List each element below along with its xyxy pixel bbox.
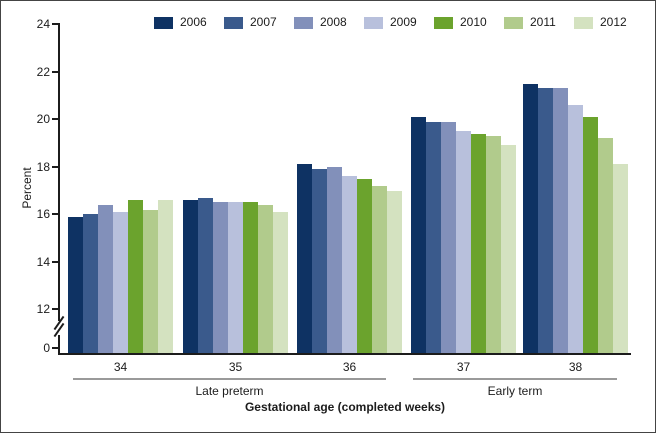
legend-label: 2006 bbox=[180, 15, 207, 29]
y-tick-label-20: 20 bbox=[36, 112, 50, 127]
bar-2008-36 bbox=[327, 166, 342, 353]
y-tick-label-14: 14 bbox=[36, 254, 50, 269]
axis-break-icon bbox=[46, 315, 74, 339]
y-tick-24 bbox=[52, 23, 58, 26]
legend-label: 2011 bbox=[530, 15, 556, 29]
bar-2009-36 bbox=[342, 176, 357, 353]
bar-2006-35 bbox=[183, 200, 198, 353]
bar-2006-36 bbox=[297, 164, 312, 353]
bar-2012-34 bbox=[158, 200, 173, 353]
bar-2011-34 bbox=[143, 209, 158, 353]
y-tick-22 bbox=[52, 70, 58, 73]
y-axis-title: Percent bbox=[20, 167, 34, 209]
y-tick-label-18: 18 bbox=[36, 159, 50, 174]
legend-item-2007: 2007 bbox=[224, 16, 277, 29]
legend-item-2012: 2012 bbox=[574, 16, 627, 29]
group-bracket-line bbox=[413, 378, 617, 380]
bar-2010-35 bbox=[243, 202, 258, 353]
legend-swatch-icon bbox=[154, 16, 173, 29]
bar-2008-34 bbox=[98, 204, 113, 353]
y-tick-label-22: 22 bbox=[36, 64, 50, 79]
legend-item-2011: 2011 bbox=[504, 16, 556, 29]
x-axis-title: Gestational age (completed weeks) bbox=[244, 400, 446, 414]
legend-label: 2007 bbox=[250, 15, 277, 29]
bar-2009-37 bbox=[456, 131, 471, 353]
group-bracket-label: Late preterm bbox=[195, 384, 264, 398]
legend-label: 2009 bbox=[390, 15, 417, 29]
bar-2008-38 bbox=[553, 88, 568, 353]
legend-label: 2012 bbox=[600, 15, 627, 29]
y-tick-label-12: 12 bbox=[36, 302, 50, 317]
legend-swatch-icon bbox=[224, 16, 243, 29]
bar-2011-37 bbox=[486, 135, 501, 353]
legend-item-2010: 2010 bbox=[434, 16, 487, 29]
category-label-35: 35 bbox=[228, 360, 243, 374]
bar-2010-37 bbox=[471, 133, 486, 353]
x-axis-line bbox=[58, 353, 631, 355]
bar-2010-36 bbox=[357, 178, 372, 353]
y-tick-label-24: 24 bbox=[36, 17, 50, 32]
legend-swatch-icon bbox=[574, 16, 593, 29]
bar-2008-35 bbox=[213, 202, 228, 353]
group-bracket-label: Early term bbox=[487, 384, 543, 398]
y-tick-0 bbox=[52, 347, 58, 349]
bar-2011-38 bbox=[598, 138, 613, 353]
bar-2007-34 bbox=[83, 214, 98, 353]
bar-2006-34 bbox=[68, 216, 83, 353]
legend-swatch-icon bbox=[294, 16, 313, 29]
bar-2012-35 bbox=[273, 211, 288, 353]
bar-2012-38 bbox=[613, 164, 628, 353]
category-label-34: 34 bbox=[113, 360, 128, 374]
bar-2011-35 bbox=[258, 204, 273, 353]
category-label-36: 36 bbox=[342, 360, 357, 374]
y-axis-line bbox=[58, 23, 60, 355]
y-tick-label-16: 16 bbox=[36, 207, 50, 222]
y-tick-20 bbox=[52, 118, 58, 121]
y-tick-14 bbox=[52, 260, 58, 263]
bar-2010-38 bbox=[583, 116, 598, 353]
legend-swatch-icon bbox=[504, 16, 523, 29]
bar-2011-36 bbox=[372, 185, 387, 353]
legend-swatch-icon bbox=[434, 16, 453, 29]
legend-item-2006: 2006 bbox=[154, 16, 207, 29]
category-label-37: 37 bbox=[456, 360, 471, 374]
bar-2009-38 bbox=[568, 105, 583, 353]
y-tick-16 bbox=[52, 213, 58, 216]
group-bracket-line bbox=[73, 378, 386, 380]
category-label-38: 38 bbox=[568, 360, 583, 374]
bar-2006-37 bbox=[411, 116, 426, 353]
bar-2008-37 bbox=[441, 121, 456, 353]
bar-2007-38 bbox=[538, 88, 553, 353]
y-tick-12 bbox=[52, 308, 58, 311]
legend-item-2008: 2008 bbox=[294, 16, 347, 29]
y-tick-label-0: 0 bbox=[43, 341, 50, 355]
bar-2012-37 bbox=[501, 145, 516, 353]
bar-2007-37 bbox=[426, 121, 441, 353]
legend-swatch-icon bbox=[364, 16, 383, 29]
y-tick-18 bbox=[52, 165, 58, 168]
bar-2007-36 bbox=[312, 169, 327, 353]
bar-2006-38 bbox=[523, 83, 538, 353]
bar-2009-35 bbox=[228, 202, 243, 353]
bar-2010-34 bbox=[128, 200, 143, 353]
bar-2012-36 bbox=[387, 190, 402, 353]
bar-2009-34 bbox=[113, 211, 128, 353]
bar-2007-35 bbox=[198, 197, 213, 353]
legend-label: 2010 bbox=[460, 15, 487, 29]
legend-item-2009: 2009 bbox=[364, 16, 417, 29]
legend-label: 2008 bbox=[320, 15, 347, 29]
